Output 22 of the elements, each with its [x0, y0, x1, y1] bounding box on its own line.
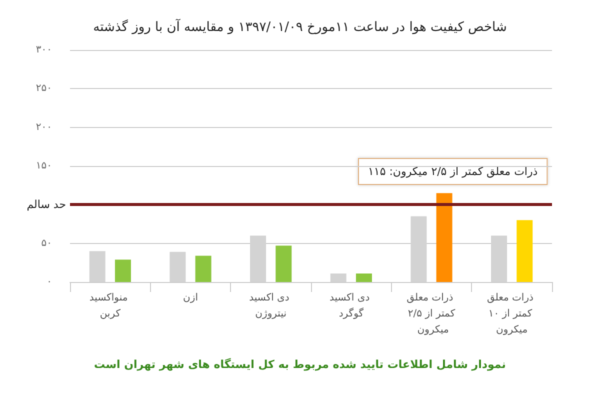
- bar: [356, 273, 372, 282]
- bar: [114, 260, 131, 282]
- bar: [436, 193, 452, 282]
- bar: [276, 246, 292, 282]
- ref-line-label: حد سالم: [26, 198, 66, 212]
- x-tick-label: ازن: [183, 292, 198, 304]
- annotation: ذرات معلق کمتر از ۲/۵ میکرون: ۱۱۵: [368, 165, 538, 178]
- y-tick-label: ۵۰: [41, 238, 52, 249]
- y-tick-label: ۳۰۰: [36, 44, 52, 56]
- x-tick-label: ذرات معلق کمتر از ۲/۵ میکرون: [406, 292, 456, 336]
- y-tick-label: ۲۰۰: [36, 122, 52, 133]
- x-tick-label: منواکسید کربن: [89, 292, 131, 320]
- y-tick-label: ۱۵۰: [36, 160, 52, 172]
- x-tick-label: دی اکسید گوگرد: [329, 292, 373, 320]
- chart-title: شاخص کیفیت هوا در ساعت ۱۱مورخ ۱۳۹۷/۰۱/۰۹ و مقایسه آن با روز گذشته: [93, 18, 507, 35]
- x-tick-label: دی اکسید نیتروژن: [249, 292, 293, 320]
- y-tick-label: ۰: [46, 276, 52, 288]
- x-tick-label: ذرات معلق کمتر از ۱۰ میکرون: [486, 292, 537, 336]
- bar: [195, 256, 212, 282]
- text: نمودار شامل اطلاعات تایید شده مربوط به کل ایستگاه های شهر تهران است: [94, 358, 506, 371]
- y-tick-label: ۲۵۰: [36, 83, 52, 94]
- bar: [516, 220, 533, 282]
